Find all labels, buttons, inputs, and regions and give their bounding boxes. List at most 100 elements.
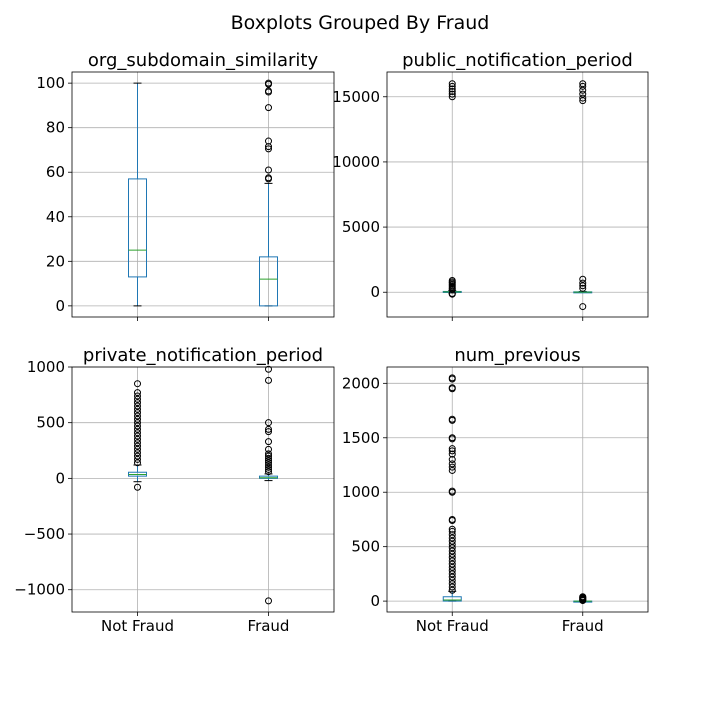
outlier-point xyxy=(448,550,456,558)
y-tick-label: 500 xyxy=(351,538,380,556)
box-fraud xyxy=(573,80,593,311)
outlier-point xyxy=(265,376,272,384)
outlier-point xyxy=(134,445,141,453)
outlier-point xyxy=(448,557,456,565)
outlier-point xyxy=(134,389,141,397)
outlier-point xyxy=(265,463,272,471)
outlier-point xyxy=(265,166,272,174)
outlier-point xyxy=(134,405,141,413)
x-tick-label: Not Fraud xyxy=(416,617,489,635)
panel-title: org_subdomain_similarity xyxy=(88,50,319,71)
outlier-point xyxy=(265,459,272,467)
outlier-point xyxy=(134,402,141,410)
outlier-point xyxy=(134,380,141,388)
iqr-box xyxy=(128,178,147,278)
outlier-point xyxy=(265,87,272,95)
panels: org_subdomain_similarity 0 20 40 60 80 100 publ… xyxy=(14,50,649,635)
outlier-point xyxy=(448,567,456,575)
box-not-fraud xyxy=(442,80,462,298)
outlier-point xyxy=(448,374,456,382)
y-tick-label: 0 xyxy=(370,283,380,301)
box-not-fraud xyxy=(442,374,462,602)
iqr-box xyxy=(442,596,462,602)
outlier-point xyxy=(265,454,272,462)
y-tick-label: 40 xyxy=(46,208,65,226)
outlier-point xyxy=(134,452,141,460)
outlier-point xyxy=(448,570,456,578)
outlier-point xyxy=(448,563,456,571)
box-not-fraud xyxy=(128,82,147,307)
outlier-point xyxy=(448,531,456,539)
outlier-point xyxy=(265,445,272,453)
outlier-point xyxy=(448,560,456,568)
outlier-point xyxy=(448,277,456,285)
box-fraud xyxy=(259,365,278,605)
outlier-point xyxy=(134,412,141,420)
outlier-point xyxy=(448,463,456,471)
outlier-point xyxy=(265,79,272,87)
outlier-point xyxy=(265,137,272,145)
y-tick-label: 5000 xyxy=(342,218,380,236)
outlier-point xyxy=(448,93,456,101)
iqr-box xyxy=(259,256,278,307)
outlier-point xyxy=(448,290,456,298)
outlier-point xyxy=(134,422,141,430)
outlier-point xyxy=(448,90,456,98)
outlier-point xyxy=(579,86,587,94)
outlier-point xyxy=(448,88,456,96)
outlier-point xyxy=(579,303,587,311)
y-tick-label: 60 xyxy=(46,163,65,181)
outlier-point xyxy=(579,94,587,102)
outlier-point xyxy=(448,525,456,533)
outlier-point xyxy=(579,593,587,601)
outlier-point xyxy=(134,392,141,400)
outlier-point xyxy=(134,449,141,457)
panel-2: private_notification_period −1000 −500 0 500… xyxy=(14,345,335,635)
outlier-point xyxy=(134,419,141,427)
outlier-point xyxy=(265,174,272,182)
outlier-point xyxy=(265,457,272,465)
outlier-point xyxy=(134,399,141,407)
y-tick-label: −1000 xyxy=(14,581,65,599)
outlier-point xyxy=(448,540,456,548)
panel-title: private_notification_period xyxy=(83,345,323,366)
outlier-point xyxy=(134,439,141,447)
outlier-point xyxy=(134,409,141,417)
panel-0: org_subdomain_similarity 0 20 40 60 80 100 xyxy=(36,50,335,321)
outlier-point xyxy=(448,445,456,453)
panel-3: num_previous 0 500 1000 1500 2000 Not Fraud Fra… xyxy=(342,345,649,635)
axes-frame xyxy=(71,71,335,318)
y-tick-label: 15000 xyxy=(332,88,380,106)
outlier-point xyxy=(448,460,456,468)
outlier-point xyxy=(448,384,456,392)
outlier-point xyxy=(448,527,456,535)
outlier-point xyxy=(448,544,456,552)
y-tick-label: 0 xyxy=(55,297,65,315)
x-tick-label: Fraud xyxy=(562,617,604,635)
outlier-point xyxy=(134,395,141,403)
outlier-point xyxy=(448,586,456,594)
outlier-point xyxy=(448,515,456,523)
outlier-point xyxy=(448,534,456,542)
outlier-point xyxy=(265,428,272,436)
outlier-point xyxy=(448,487,456,495)
outlier-point xyxy=(579,82,587,90)
outlier-point xyxy=(448,415,456,423)
y-tick-label: 1000 xyxy=(27,358,65,376)
outlier-point xyxy=(448,447,456,455)
outlier-point xyxy=(265,145,272,153)
figure-title: Boxplots Grouped By Fraud xyxy=(231,12,490,34)
y-tick-label: 500 xyxy=(36,414,65,432)
outlier-point xyxy=(265,450,272,458)
axes-frame xyxy=(386,366,649,613)
y-tick-label: 1000 xyxy=(342,483,380,501)
outlier-point xyxy=(579,97,587,105)
panel-1: public_notification_period 0 5000 10000 1500… xyxy=(332,50,649,321)
outlier-point xyxy=(579,284,587,292)
outlier-point xyxy=(265,465,272,473)
outlier-point xyxy=(448,573,456,581)
outlier-point xyxy=(448,554,456,562)
outlier-point xyxy=(448,456,456,464)
outlier-point xyxy=(134,459,141,467)
box-fraud xyxy=(259,79,278,307)
